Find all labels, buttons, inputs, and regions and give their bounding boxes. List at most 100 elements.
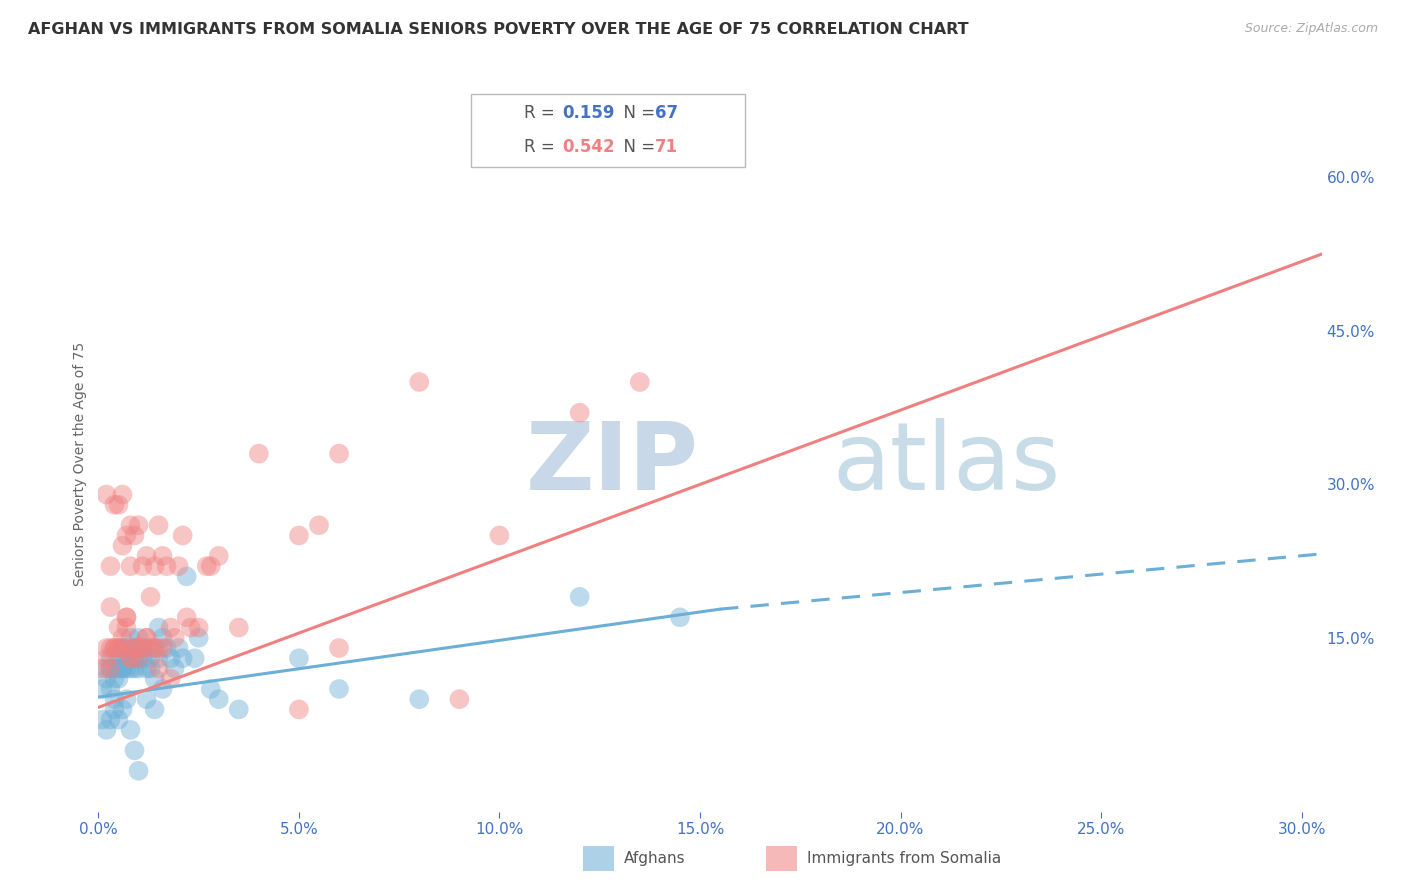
Point <box>143 640 166 655</box>
Point <box>115 610 138 624</box>
Point <box>139 661 162 675</box>
Point <box>111 487 134 501</box>
Point <box>163 661 186 675</box>
Point <box>107 661 129 675</box>
Point <box>100 681 122 696</box>
Point <box>111 702 134 716</box>
Point <box>131 640 153 655</box>
Point <box>91 681 114 696</box>
Point <box>208 692 231 706</box>
Point <box>408 375 430 389</box>
Point <box>167 640 190 655</box>
Point <box>115 610 138 624</box>
Point <box>308 518 330 533</box>
Y-axis label: Seniors Poverty Over the Age of 75: Seniors Poverty Over the Age of 75 <box>73 342 87 586</box>
Point <box>288 702 311 716</box>
Text: N =: N = <box>613 104 661 122</box>
Point <box>128 640 150 655</box>
Point <box>139 640 162 655</box>
Point <box>143 672 166 686</box>
Point <box>124 640 146 655</box>
Point <box>180 621 202 635</box>
Text: N =: N = <box>613 138 661 156</box>
Point <box>143 640 166 655</box>
Point <box>100 640 122 655</box>
Point <box>155 640 177 655</box>
Point <box>159 672 181 686</box>
Point <box>163 631 186 645</box>
Point <box>103 640 125 655</box>
Point <box>159 621 181 635</box>
Point <box>135 640 157 655</box>
Text: 67: 67 <box>655 104 678 122</box>
Point <box>135 692 157 706</box>
Point <box>143 559 166 574</box>
Point <box>148 518 170 533</box>
Point <box>288 528 311 542</box>
Point <box>124 651 146 665</box>
Point <box>100 661 122 675</box>
Point <box>187 621 209 635</box>
Point <box>96 640 118 655</box>
Point <box>176 569 198 583</box>
Point <box>111 661 134 675</box>
Point <box>152 640 174 655</box>
Point <box>111 539 134 553</box>
Point <box>107 672 129 686</box>
Point <box>568 590 591 604</box>
Point <box>96 651 118 665</box>
Point <box>131 640 153 655</box>
Point <box>328 681 350 696</box>
Point <box>176 610 198 624</box>
Point <box>183 651 205 665</box>
Point <box>103 640 125 655</box>
Point <box>103 498 125 512</box>
Point <box>200 681 222 696</box>
Point <box>115 528 138 542</box>
Point <box>131 559 153 574</box>
Point <box>155 559 177 574</box>
Point <box>148 661 170 675</box>
Point <box>100 651 122 665</box>
Point <box>172 528 194 542</box>
Point <box>91 661 114 675</box>
Point <box>288 651 311 665</box>
Point <box>111 640 134 655</box>
Point <box>131 651 153 665</box>
Point <box>103 692 125 706</box>
Text: Afghans: Afghans <box>624 851 686 865</box>
Point <box>107 713 129 727</box>
Point <box>568 406 591 420</box>
Point <box>120 518 142 533</box>
Text: 71: 71 <box>655 138 678 156</box>
Text: AFGHAN VS IMMIGRANTS FROM SOMALIA SENIORS POVERTY OVER THE AGE OF 75 CORRELATION: AFGHAN VS IMMIGRANTS FROM SOMALIA SENIOR… <box>28 22 969 37</box>
Text: atlas: atlas <box>832 417 1060 510</box>
Point <box>115 661 138 675</box>
Text: R =: R = <box>524 138 561 156</box>
Point <box>228 702 250 716</box>
Point <box>111 661 134 675</box>
Point <box>143 702 166 716</box>
Point <box>167 559 190 574</box>
Point <box>120 723 142 737</box>
Point <box>100 713 122 727</box>
Point <box>111 640 134 655</box>
Point <box>247 447 270 461</box>
Point <box>135 661 157 675</box>
Point <box>96 487 118 501</box>
Point <box>115 692 138 706</box>
Point <box>628 375 651 389</box>
Point <box>120 631 142 645</box>
Point <box>107 498 129 512</box>
Text: ZIP: ZIP <box>526 417 699 510</box>
Point <box>124 743 146 757</box>
Point <box>488 528 510 542</box>
Point <box>328 447 350 461</box>
Point <box>91 713 114 727</box>
Text: R =: R = <box>524 104 561 122</box>
Point <box>195 559 218 574</box>
Point <box>669 610 692 624</box>
Point <box>128 518 150 533</box>
Point <box>408 692 430 706</box>
Point <box>135 549 157 563</box>
